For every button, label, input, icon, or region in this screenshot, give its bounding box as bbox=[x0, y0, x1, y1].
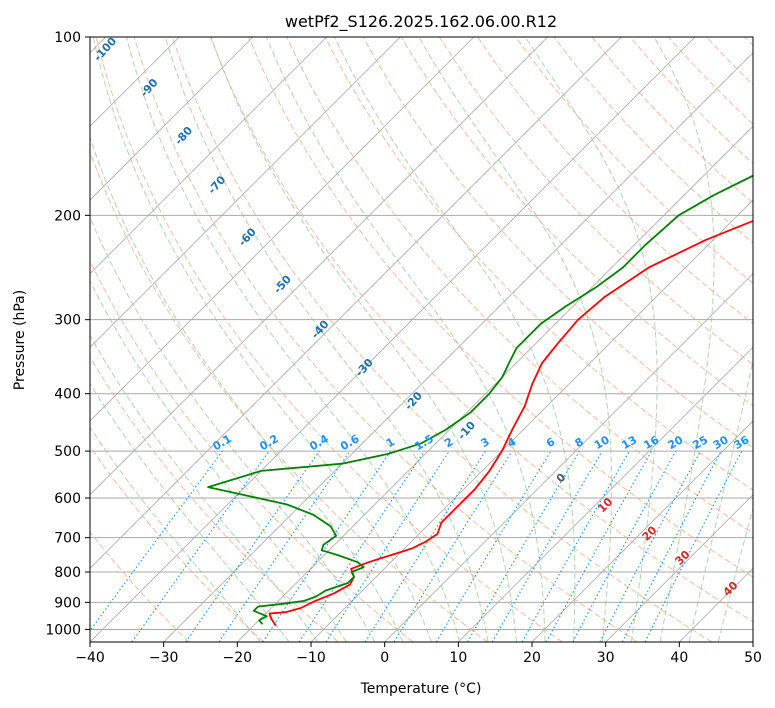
plot-frame bbox=[89, 36, 754, 643]
dry-adiabat-line bbox=[286, 37, 753, 534]
x-tick-label: 30 bbox=[597, 650, 615, 666]
y-tick-label: 1000 bbox=[45, 622, 81, 638]
moist-adiabat-line bbox=[717, 506, 753, 642]
x-axis-label: Temperature (°C) bbox=[360, 681, 482, 697]
moist-adiabat-line bbox=[210, 37, 517, 642]
chart-title: wetPf2_S126.2025.162.06.00.R12 bbox=[285, 12, 557, 32]
y-axis-ticks: 100 200 300 400 500 600 700 800 900 1000 bbox=[45, 30, 90, 638]
mixing-ratio-line bbox=[521, 450, 630, 642]
y-axis-label: Pressure (hPa) bbox=[12, 290, 28, 390]
sounding-lines bbox=[207, 174, 753, 627]
x-tick-label: 20 bbox=[523, 650, 541, 666]
isotherm-line bbox=[90, 37, 401, 348]
isotherm-line bbox=[90, 37, 622, 569]
y-tick-label: 600 bbox=[54, 491, 81, 507]
moist-adiabat-line bbox=[653, 37, 715, 642]
dry-adiabat-line bbox=[400, 37, 753, 407]
mixing-ratio-line bbox=[90, 450, 223, 632]
mixing-ratio-line bbox=[298, 450, 425, 642]
isotherm-line bbox=[458, 346, 753, 642]
moist-adiabat-line bbox=[90, 215, 376, 642]
isotherm-line bbox=[163, 52, 753, 642]
x-tick-label: −30 bbox=[149, 650, 179, 666]
mixing-ratio-line bbox=[545, 450, 653, 642]
isotherm-line bbox=[237, 125, 753, 642]
moist-adiabat-line bbox=[418, 37, 613, 642]
y-tick-label: 700 bbox=[54, 531, 81, 547]
moist-adiabat-line bbox=[333, 37, 576, 642]
moist-adiabat-line bbox=[90, 135, 404, 642]
dry-adiabat-line bbox=[90, 445, 264, 642]
dry-adiabat-line bbox=[171, 37, 712, 642]
y-tick-label: 300 bbox=[54, 313, 81, 329]
dry-adiabat-line bbox=[210, 37, 753, 623]
x-tick-label: −20 bbox=[223, 650, 253, 666]
isotherm-line bbox=[384, 273, 753, 642]
x-tick-label: 50 bbox=[744, 650, 762, 666]
dry-adiabat-line bbox=[248, 37, 753, 578]
dry-adiabat-line bbox=[90, 356, 339, 642]
y-tick-label: 100 bbox=[54, 30, 81, 46]
isotherm-line bbox=[531, 420, 753, 642]
y-tick-label: 400 bbox=[54, 387, 81, 403]
isotherm-line bbox=[90, 37, 327, 275]
isotherm-line bbox=[90, 37, 254, 201]
moist-adiabat-line bbox=[688, 358, 753, 642]
moist-adiabat-line bbox=[90, 279, 347, 642]
isotherm-line bbox=[90, 37, 696, 642]
mixing-ratio-line bbox=[393, 450, 513, 642]
x-tick-label: 10 bbox=[449, 650, 467, 666]
mixing-ratio-line bbox=[325, 450, 450, 642]
dry-adiabat-line bbox=[90, 259, 414, 642]
dry-adiabat-line bbox=[90, 150, 488, 642]
dry-adiabat-line bbox=[515, 37, 753, 284]
mixing-ratio-line bbox=[218, 450, 351, 642]
y-tick-label: 200 bbox=[54, 208, 81, 224]
dry-adiabat-line bbox=[90, 531, 190, 642]
moist-adiabat-line bbox=[92, 37, 432, 642]
x-tick-label: 0 bbox=[380, 650, 389, 666]
moist-adiabat-line bbox=[266, 37, 546, 642]
dewpoint-line bbox=[207, 174, 753, 625]
background-lines bbox=[90, 37, 753, 642]
moist-adiabat-line bbox=[126, 37, 461, 642]
y-tick-label: 500 bbox=[54, 444, 81, 460]
mixing-ratio-line bbox=[262, 450, 392, 642]
x-tick-label: 40 bbox=[670, 650, 688, 666]
dry-adiabat-line bbox=[438, 37, 753, 366]
plot-area bbox=[90, 37, 753, 642]
isotherm-line bbox=[90, 37, 475, 422]
y-tick-label: 900 bbox=[54, 595, 81, 611]
x-axis-ticks: −40 −30 −20 −10 0 10 20 30 40 50 bbox=[75, 642, 762, 666]
temperature-line bbox=[268, 219, 753, 627]
y-tick-label: 800 bbox=[54, 565, 81, 581]
moist-adiabat-line bbox=[90, 334, 319, 642]
x-tick-label: −10 bbox=[296, 650, 326, 666]
moist-adiabat-line bbox=[90, 382, 290, 642]
mixing-ratio-line bbox=[572, 450, 677, 642]
moist-adiabat-line bbox=[164, 37, 489, 642]
dry-adiabat-line bbox=[95, 37, 563, 642]
mixing-ratio-line bbox=[644, 450, 743, 642]
isotherm-line bbox=[90, 37, 548, 496]
x-tick-label: −40 bbox=[75, 650, 105, 666]
mixing-ratio-line bbox=[185, 450, 320, 642]
mixing-ratio-line bbox=[131, 450, 270, 642]
moist-adiabat-line bbox=[524, 37, 658, 642]
isotherm-line bbox=[605, 494, 753, 642]
